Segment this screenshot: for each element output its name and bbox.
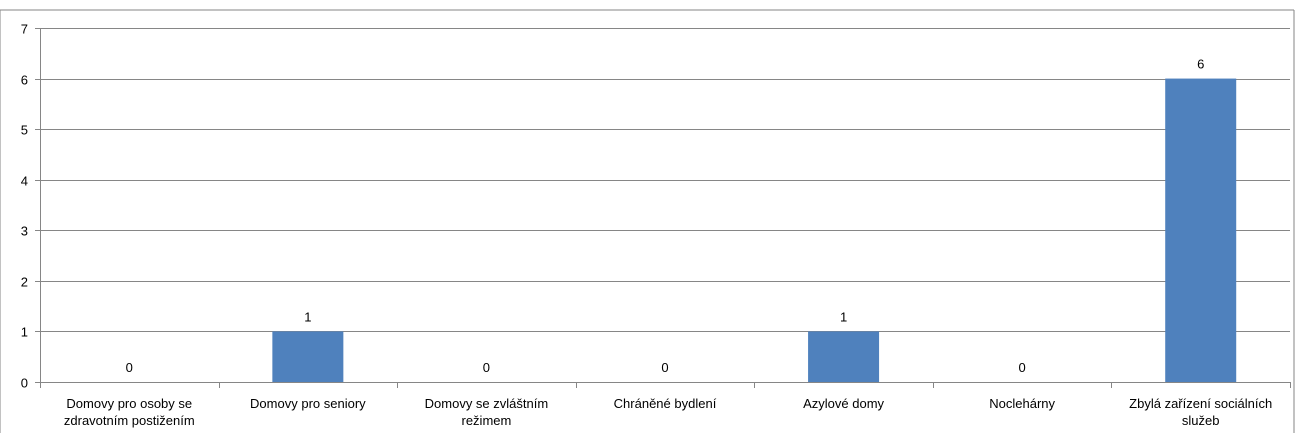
data-label: 1 — [304, 309, 311, 324]
data-label: 0 — [661, 360, 668, 375]
x-axis: Domovy pro osoby se zdravotním postižením… — [40, 382, 1291, 428]
x-tick-label: Chráněné bydlení — [614, 396, 717, 411]
bars — [272, 78, 1237, 383]
data-label: 0 — [126, 360, 133, 375]
data-label: 1 — [840, 309, 847, 324]
x-tick-label: Zbylá zařízení sociálních služeb — [1129, 396, 1272, 428]
y-axis: 0 1 2 3 4 5 6 7 — [21, 22, 41, 391]
data-labels: 0 1 0 0 1 0 6 — [126, 57, 1205, 375]
y-tick-label: 5 — [21, 123, 28, 138]
x-tick-label: Noclehárny — [989, 396, 1055, 411]
y-tick-label: 0 — [21, 376, 28, 391]
y-tick-label: 6 — [21, 73, 28, 88]
gridlines — [40, 28, 1290, 383]
x-tick-label: Azylové domy — [803, 396, 884, 411]
bar — [1165, 78, 1237, 383]
y-tick-label: 4 — [21, 174, 28, 189]
y-tick-label: 3 — [21, 224, 28, 239]
x-tick-label: Domovy se zvláštním režimem — [425, 396, 549, 428]
data-label: 0 — [1019, 360, 1026, 375]
y-tick-label: 2 — [21, 275, 28, 290]
data-label: 6 — [1197, 57, 1204, 72]
x-tick-label: Domovy pro seniory — [250, 396, 366, 411]
x-tick-label: Domovy pro osoby se zdravotním postižením — [64, 396, 195, 428]
plot-border — [0, 9, 1295, 433]
y-tick-label: 1 — [21, 325, 28, 340]
data-label: 0 — [483, 360, 490, 375]
bar — [808, 331, 880, 382]
y-tick-label: 7 — [21, 22, 28, 37]
bar — [272, 331, 344, 382]
